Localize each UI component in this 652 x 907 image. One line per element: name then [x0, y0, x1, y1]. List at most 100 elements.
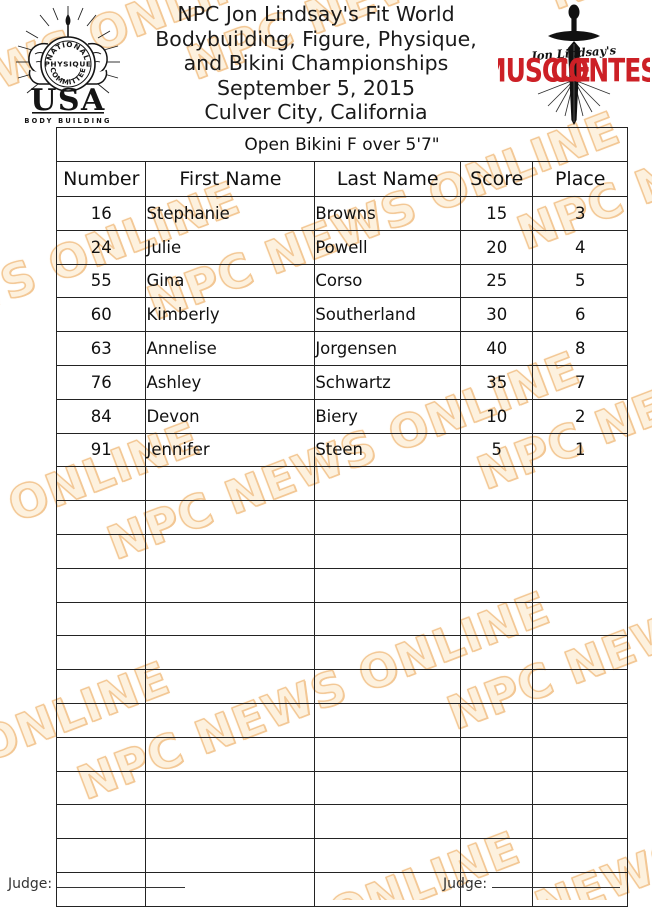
cell-last-name: Corso [314, 263, 462, 299]
cell-score[interactable] [460, 533, 534, 569]
table-row: 60 Kimberly Southerland 30 6 [55, 297, 628, 333]
cell-score: 25 [460, 263, 534, 299]
cell-place[interactable] [532, 601, 628, 637]
cell-place[interactable] [532, 770, 628, 806]
cell-place: 1 [532, 432, 628, 468]
cell-place[interactable] [532, 838, 628, 873]
cell-last-name[interactable] [314, 635, 462, 671]
title-line-2: Bodybuilding, Figure, Physique, [155, 26, 477, 51]
cell-last-name[interactable] [314, 533, 462, 569]
npc-usa-bodybuilding-logo: NATIONAL PHYSIQUE COMMITTEE USA BODY BUI… [8, 4, 128, 126]
cell-number[interactable] [55, 804, 147, 840]
cell-first-name[interactable] [145, 466, 316, 502]
cell-first-name[interactable] [145, 702, 316, 738]
cell-place: 4 [532, 229, 628, 265]
cell-score[interactable] [460, 466, 534, 502]
cell-first-name[interactable] [145, 635, 316, 671]
cell-place[interactable] [532, 702, 628, 738]
cell-score[interactable] [460, 702, 534, 738]
cell-first-name[interactable] [145, 770, 316, 806]
cell-score[interactable] [460, 601, 534, 637]
cell-score: 35 [460, 364, 534, 400]
cell-last-name: Schwartz [314, 364, 462, 400]
cell-first-name: Kimberly [145, 297, 316, 333]
cell-last-name[interactable] [314, 669, 462, 704]
column-header-score: Score [460, 161, 534, 197]
table-row: 76 Ashley Schwartz 35 7 [55, 364, 628, 400]
cell-score[interactable] [460, 736, 534, 772]
cell-place: 6 [532, 297, 628, 333]
cell-place[interactable] [532, 736, 628, 772]
cell-first-name[interactable] [145, 838, 316, 873]
scoresheet-table: Open Bikini F over 5'7" Number First Nam… [55, 127, 628, 907]
judge-signature-line-left[interactable] [57, 886, 186, 888]
cell-score[interactable] [460, 567, 534, 603]
cell-score: 5 [460, 432, 534, 468]
svg-text:Jon Lindsay's: Jon Lindsay's [529, 43, 617, 63]
table-row-empty [55, 567, 628, 603]
cell-first-name: Jennifer [145, 432, 316, 468]
table-row: 24 Julie Powell 20 4 [55, 229, 628, 265]
table-row: 55 Gina Corso 25 5 [55, 263, 628, 299]
cell-last-name[interactable] [314, 567, 462, 603]
cell-score[interactable] [460, 770, 534, 806]
cell-score: 30 [460, 297, 534, 333]
cell-number[interactable] [55, 567, 147, 603]
cell-score[interactable] [460, 838, 534, 873]
cell-number[interactable] [55, 500, 147, 535]
cell-place[interactable] [532, 500, 628, 535]
cell-number[interactable] [55, 702, 147, 738]
cell-number: 91 [55, 432, 147, 468]
cell-last-name[interactable] [314, 770, 462, 806]
cell-first-name[interactable] [145, 601, 316, 637]
cell-first-name[interactable] [145, 669, 316, 704]
cell-first-name: Stephanie [145, 196, 316, 231]
cell-score[interactable] [460, 669, 534, 704]
cell-first-name[interactable] [145, 533, 316, 569]
cell-last-name: Powell [314, 229, 462, 265]
cell-number[interactable] [55, 669, 147, 704]
cell-number: 60 [55, 297, 147, 333]
cell-place: 7 [532, 364, 628, 400]
svg-text:PHYSIQUE: PHYSIQUE [44, 60, 91, 69]
judge-label-right: Judge: [443, 876, 488, 892]
cell-number[interactable] [55, 466, 147, 502]
table-row-empty [55, 500, 628, 535]
cell-score[interactable] [460, 500, 534, 535]
cell-first-name: Ashley [145, 364, 316, 400]
cell-last-name[interactable] [314, 500, 462, 535]
cell-last-name: Biery [314, 398, 462, 434]
cell-place[interactable] [532, 533, 628, 569]
title-line-1: NPC Jon Lindsay's Fit World [177, 2, 455, 26]
scoresheet-rows: 16 Stephanie Browns 15 3 24 Julie Powell 20 4 55 Gi… [55, 196, 628, 907]
cell-number[interactable] [55, 736, 147, 772]
class-title-row: Open Bikini F over 5'7" [56, 127, 628, 162]
cell-last-name[interactable] [314, 804, 462, 840]
cell-place[interactable] [532, 669, 628, 704]
cell-place[interactable] [532, 804, 628, 840]
cell-last-name[interactable] [314, 736, 462, 772]
judge-signature-line-right[interactable] [492, 886, 621, 888]
cell-number[interactable] [55, 601, 147, 637]
cell-score[interactable] [460, 804, 534, 840]
cell-first-name[interactable] [145, 567, 316, 603]
cell-score[interactable] [460, 635, 534, 671]
cell-place[interactable] [532, 466, 628, 502]
cell-place[interactable] [532, 567, 628, 603]
cell-number: 84 [55, 398, 147, 434]
column-header-number: Number [55, 161, 147, 197]
cell-last-name[interactable] [314, 466, 462, 502]
cell-number[interactable] [55, 533, 147, 569]
cell-place[interactable] [532, 635, 628, 671]
cell-first-name[interactable] [145, 804, 316, 840]
cell-number[interactable] [55, 635, 147, 671]
table-row-empty [55, 601, 628, 637]
cell-first-name[interactable] [145, 500, 316, 535]
cell-number[interactable] [55, 770, 147, 806]
cell-number: 24 [55, 229, 147, 265]
cell-first-name[interactable] [145, 736, 316, 772]
table-row-empty [55, 770, 628, 806]
table-row-empty [55, 804, 628, 840]
cell-last-name[interactable] [314, 601, 462, 637]
cell-last-name[interactable] [314, 702, 462, 738]
